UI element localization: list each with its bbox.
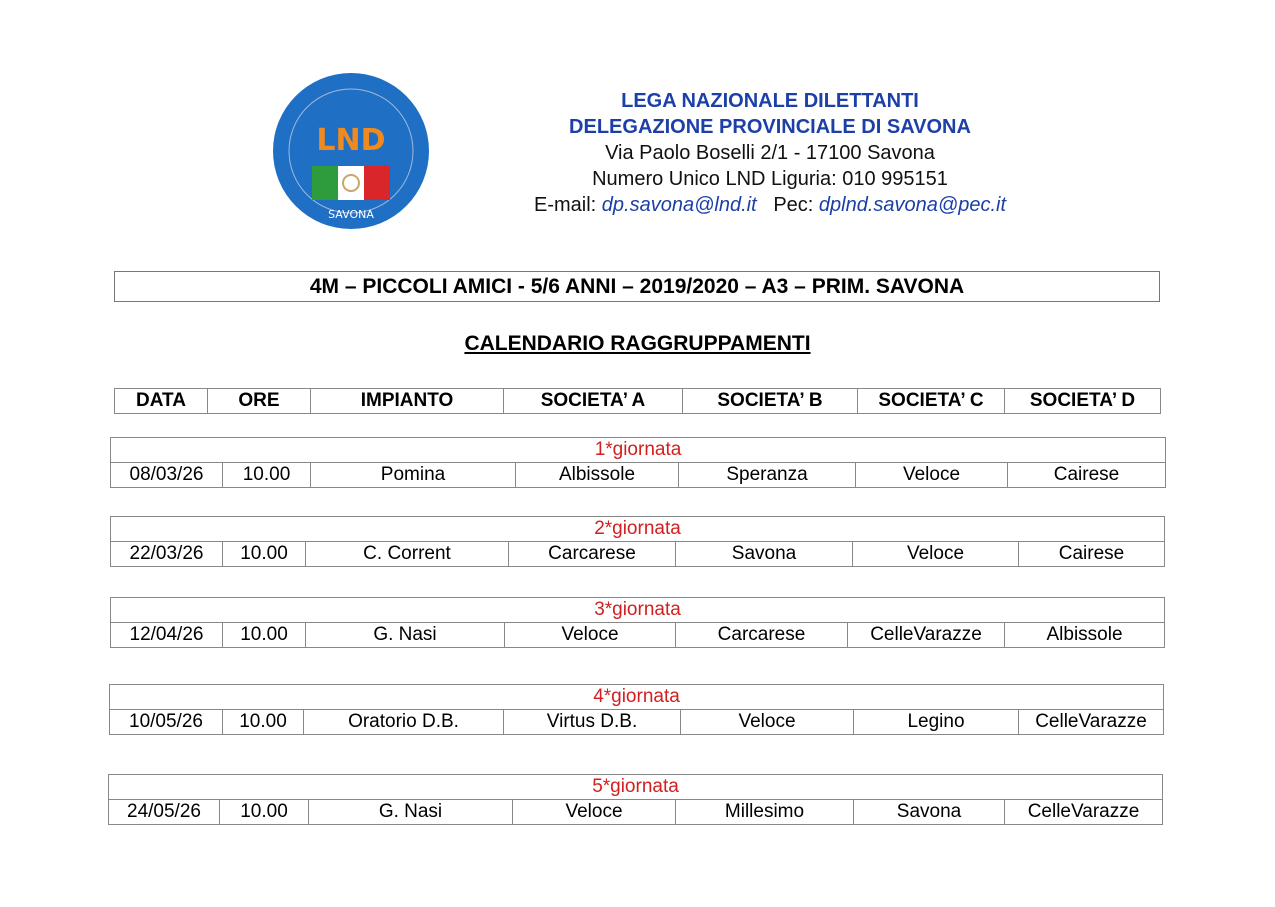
- col-societa-c: SOCIETA’ C: [857, 388, 1005, 414]
- cell-venue: Pomina: [310, 462, 516, 488]
- cell-time: 10.00: [222, 541, 306, 567]
- cell-venue: Oratorio D.B.: [303, 709, 504, 735]
- cell-team-b: Carcarese: [675, 622, 848, 648]
- lnd-logo-icon: LND SAVONA: [273, 73, 429, 229]
- col-societa-b: SOCIETA’ B: [682, 388, 858, 414]
- round-table: 2*giornata 22/03/26 10.00 C. Corrent Carcar…: [109, 516, 1166, 567]
- cell-team-a: Albissole: [515, 462, 679, 488]
- cell-team-b: Millesimo: [675, 799, 854, 825]
- address: Via Paolo Boselli 2/1 - 17100 Savona: [605, 142, 935, 164]
- col-impianto: IMPIANTO: [310, 388, 504, 414]
- pec-link[interactable]: dplnd.savona@pec.it: [818, 194, 1006, 216]
- phone: Numero Unico LND Liguria: 010 995151: [592, 168, 948, 190]
- cell-team-c: Legino: [853, 709, 1019, 735]
- table-row: 12/04/26 10.00 G. Nasi Veloce Carcarese Celle…: [110, 622, 1166, 648]
- email-link[interactable]: dp.savona@lnd.it: [601, 194, 757, 216]
- cell-team-a: Veloce: [512, 799, 676, 825]
- cell-time: 10.00: [222, 462, 311, 488]
- cell-date: 24/05/26: [108, 799, 220, 825]
- cell-team-d: CelleVarazze: [1017, 709, 1165, 735]
- document-title: 4M – PICCOLI AMICI - 5/6 ANNI – 2019/202…: [114, 271, 1160, 302]
- cell-time: 10.00: [222, 709, 304, 735]
- round-label: 3*giornata: [109, 597, 1166, 623]
- cell-team-a: Carcarese: [508, 541, 676, 567]
- round-table: 5*giornata 24/05/26 10.00 G. Nasi Veloce Mil…: [107, 774, 1164, 825]
- cell-date: 08/03/26: [110, 462, 223, 488]
- column-header-table: DATA ORE IMPIANTO SOCIETA’ A SOCIETA’ B …: [114, 388, 1161, 414]
- cell-team-a: Veloce: [504, 622, 676, 648]
- col-societa-a: SOCIETA’ A: [503, 388, 683, 414]
- table-row: 22/03/26 10.00 C. Corrent Carcarese Savona Ve…: [110, 541, 1166, 567]
- cell-time: 10.00: [222, 622, 306, 648]
- col-societa-d: SOCIETA’ D: [1004, 388, 1161, 414]
- svg-text:LND: LND: [316, 123, 385, 158]
- cell-team-c: CelleVarazze: [847, 622, 1005, 648]
- round-label: 2*giornata: [109, 516, 1166, 542]
- pec-label: Pec:: [773, 194, 814, 216]
- cell-team-d: CelleVarazze: [1003, 799, 1164, 825]
- svg-text:SAVONA: SAVONA: [328, 208, 374, 221]
- table-row: 24/05/26 10.00 G. Nasi Veloce Millesimo Savon…: [108, 799, 1164, 825]
- cell-venue: G. Nasi: [305, 622, 505, 648]
- org-name: LEGA NAZIONALE DILETTANTI: [621, 90, 919, 112]
- cell-team-d: Cairese: [1006, 462, 1167, 488]
- cell-team-c: Savona: [853, 799, 1005, 825]
- cell-team-d: Albissole: [1003, 622, 1166, 648]
- cell-team-c: Veloce: [852, 541, 1019, 567]
- round-label: 5*giornata: [107, 774, 1164, 800]
- document-subtitle: CALENDARIO RAGGRUPPAMENTI: [464, 332, 811, 355]
- cell-team-a: Virtus D.B.: [503, 709, 681, 735]
- table-row: 10/05/26 10.00 Oratorio D.B. Virtus D.B. Vel…: [109, 709, 1165, 735]
- round-table: 4*giornata 10/05/26 10.00 Oratorio D.B. Vir…: [108, 684, 1165, 735]
- delegation-name: DELEGAZIONE PROVINCIALE DI SAVONA: [569, 116, 971, 138]
- round-label: 1*giornata: [109, 437, 1167, 463]
- table-row: 08/03/26 10.00 Pomina Albissole Speranza Velo…: [110, 462, 1167, 488]
- cell-team-b: Speranza: [678, 462, 856, 488]
- cell-date: 22/03/26: [110, 541, 223, 567]
- cell-team-d: Cairese: [1017, 541, 1166, 567]
- round-table: 3*giornata 12/04/26 10.00 G. Nasi Veloce Car…: [109, 597, 1166, 648]
- contacts: E-mail: dp.savona@lnd.it Pec: dplnd.savo…: [510, 192, 1030, 218]
- col-data: DATA: [114, 388, 208, 414]
- cell-venue: C. Corrent: [305, 541, 509, 567]
- cell-team-b: Savona: [675, 541, 853, 567]
- cell-date: 12/04/26: [110, 622, 223, 648]
- cell-team-b: Veloce: [680, 709, 854, 735]
- cell-team-c: Veloce: [855, 462, 1008, 488]
- cell-time: 10.00: [219, 799, 309, 825]
- col-ore: ORE: [207, 388, 311, 414]
- cell-venue: G. Nasi: [308, 799, 513, 825]
- round-table: 1*giornata 08/03/26 10.00 Pomina Albissole S…: [109, 437, 1167, 488]
- round-label: 4*giornata: [108, 684, 1165, 710]
- email-label: E-mail:: [534, 194, 597, 216]
- letterhead: LEGA NAZIONALE DILETTANTI DELEGAZIONE PR…: [510, 88, 1030, 218]
- cell-date: 10/05/26: [109, 709, 223, 735]
